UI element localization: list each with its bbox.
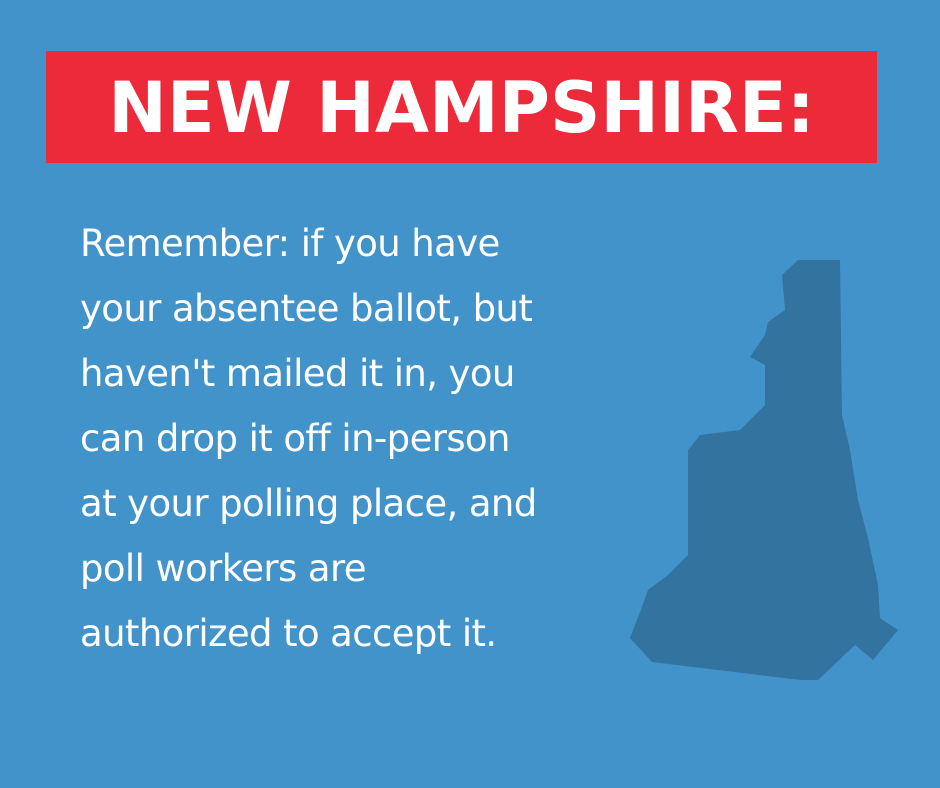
page-title: NEW HAMPSHIRE:	[108, 67, 815, 149]
message-line: your absentee ballot, but	[80, 287, 533, 330]
title-banner: NEW HAMPSHIRE:	[46, 51, 877, 163]
message-line: authorized to accept it.	[80, 612, 497, 655]
message-line: can drop it off in-person	[80, 417, 511, 460]
message-line: poll workers are	[80, 547, 367, 590]
state-outline-shape	[630, 260, 898, 680]
message-line: at your polling place, and	[80, 482, 537, 525]
message-text: Remember: if you have your absentee ball…	[80, 211, 640, 666]
message-line: Remember: if you have	[80, 222, 500, 265]
message-line: haven't mailed it in, you	[80, 352, 515, 395]
new-hampshire-silhouette-icon	[630, 260, 898, 680]
